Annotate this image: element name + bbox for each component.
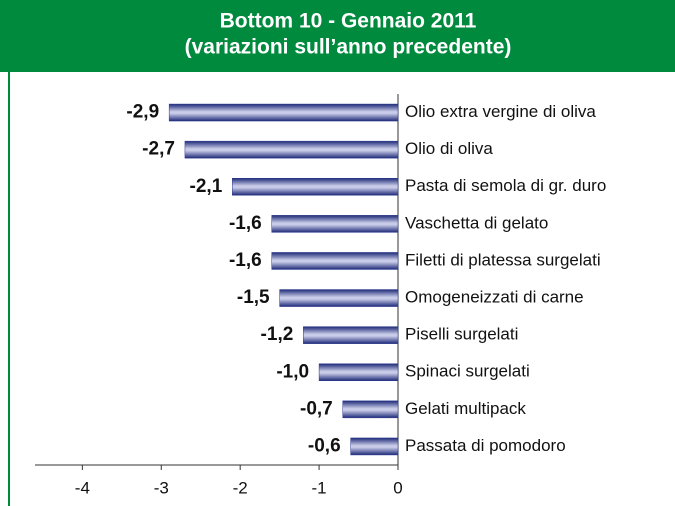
value-label: -2,1 [190, 176, 223, 197]
x-tick-label: -4 [75, 478, 90, 497]
category-label: Vaschetta di gelato [405, 213, 548, 232]
category-label: Passata di pomodoro [405, 436, 566, 455]
category-label: Olio di oliva [405, 139, 493, 158]
value-label: -2,7 [142, 139, 175, 160]
category-label: Omogeneizzati di carne [405, 288, 584, 307]
category-label: Olio extra vergine di oliva [405, 102, 596, 121]
value-label: -0,7 [300, 398, 333, 419]
value-label: -1,6 [229, 213, 262, 234]
bar [279, 289, 399, 307]
x-tick-label: -1 [312, 478, 327, 497]
bar [318, 363, 399, 381]
category-label: Spinaci surgelati [405, 362, 530, 381]
category-label: Piselli surgelati [405, 325, 518, 344]
bar [232, 178, 399, 196]
chart-subtitle: (variazioni sull’anno precedente) [185, 36, 512, 59]
value-label: -0,6 [308, 435, 341, 456]
value-label: -1,0 [276, 361, 309, 382]
x-tick-label: -3 [154, 478, 169, 497]
bar [271, 215, 399, 233]
bar [271, 252, 399, 270]
bar [342, 400, 399, 419]
bar [350, 437, 399, 456]
header [0, 0, 675, 72]
x-tick-label: -2 [233, 478, 248, 497]
category-label: Pasta di semola di gr. duro [405, 176, 606, 195]
bar [184, 140, 399, 159]
chart-title: Bottom 10 - Gennaio 2011 [220, 10, 477, 33]
value-label: -2,9 [126, 102, 159, 123]
bar [168, 103, 399, 122]
value-label: -1,2 [261, 324, 294, 345]
x-tick-label: 0 [393, 478, 402, 497]
category-label: Filetti di platessa surgelati [405, 250, 601, 269]
category-label: Gelati multipack [405, 399, 526, 418]
value-label: -1,6 [229, 250, 262, 271]
value-label: -1,5 [237, 287, 270, 308]
bar [303, 326, 399, 344]
